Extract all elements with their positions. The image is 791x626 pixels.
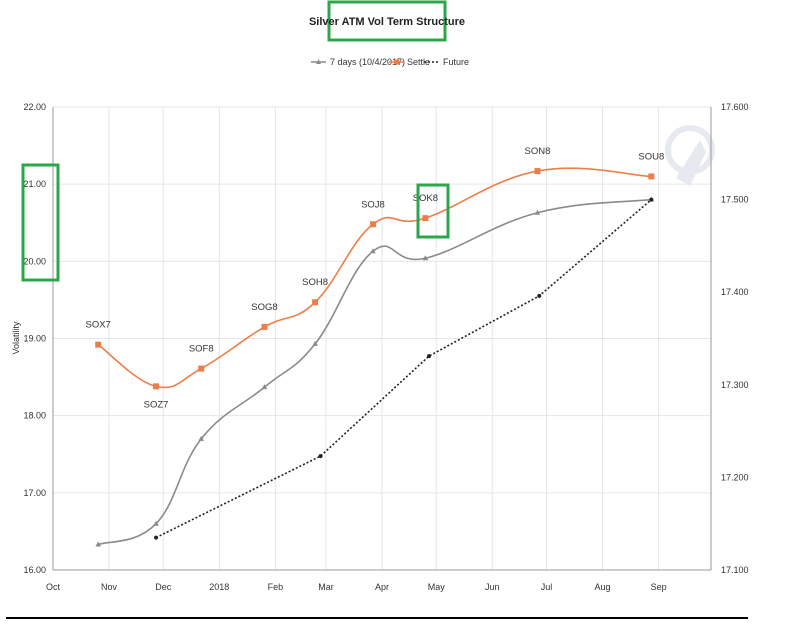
point-future [537, 293, 542, 298]
watermark-logo [665, 125, 715, 186]
point-future [427, 354, 431, 359]
data-label-sog8: SOG8 [251, 302, 277, 313]
point-7-days-10-4-2017 [534, 209, 541, 215]
y2-tick-label: 17.300 [721, 380, 749, 390]
point-7-days-10-4-2017 [153, 520, 159, 526]
series-line-settle [97, 167, 652, 389]
y-tick-label: 20.00 [23, 256, 46, 266]
x-tick-label: Mar [318, 582, 334, 592]
y-tick-label: 19.00 [23, 334, 46, 344]
x-tick-label: Sep [651, 582, 667, 592]
legend-item-settle[interactable]: Settle [389, 57, 430, 67]
x-tick-label: Dec [155, 582, 172, 592]
point-settle [261, 323, 268, 330]
x-tick-label: Jul [541, 582, 553, 592]
point-settle [198, 365, 205, 372]
data-label-soj8: SOJ8 [361, 199, 385, 210]
y2-tick-label: 17.100 [721, 565, 749, 575]
left-axis-highlight-box [21, 163, 60, 282]
series-layer: SOX7 SOZ7 SOF8 SOG8 SOH8 SOJ8 SOK8 SON8 SOU8 [86, 146, 664, 547]
series-line-future [155, 198, 652, 539]
x-tick-label: Feb [268, 582, 284, 592]
point-future [318, 454, 323, 459]
y-tick-label: 16.00 [23, 565, 46, 575]
x-tick-label: May [428, 582, 446, 592]
point-7-days-10-4-2017 [370, 248, 376, 254]
data-label-son8: SON8 [525, 146, 551, 157]
point-settle [153, 383, 160, 390]
legend-item-future[interactable]: Future [424, 57, 469, 67]
sok8-highlight-box [416, 183, 450, 239]
y-tick-label: 17.00 [23, 488, 46, 498]
legend-label-future: Future [443, 57, 469, 67]
x-tick-label: Jun [485, 582, 500, 592]
point-settle [95, 341, 102, 348]
data-label-soh8: SOH8 [302, 277, 328, 288]
data-label-sou8: SOU8 [638, 151, 664, 162]
data-label-sok8: SOK8 [413, 193, 438, 204]
legend: 7 days (10/4/2017) Settle Future [311, 57, 469, 67]
point-future [154, 535, 159, 540]
point-7-days-10-4-2017 [312, 340, 318, 346]
series-line-7-days-10-4-2017 [97, 198, 652, 546]
y2-tick-label: 17.500 [721, 195, 749, 205]
data-label-soz7: SOZ7 [144, 399, 169, 410]
point-settle [369, 221, 376, 228]
y2-tick-label: 17.400 [721, 287, 749, 297]
x-tick-label: Oct [46, 582, 61, 592]
y2-tick-label: 17.600 [721, 102, 749, 112]
chart-title: Silver ATM Vol Term Structure [309, 16, 465, 28]
y-tick-label: 18.00 [23, 411, 46, 421]
point-settle [422, 215, 429, 222]
legend-label-7days: 7 days (10/4/2017) [330, 57, 405, 67]
point-7-days-10-4-2017 [261, 384, 268, 390]
point-7-days-10-4-2017 [198, 435, 205, 441]
legend-item-7days[interactable]: 7 days (10/4/2017) [311, 57, 405, 67]
data-label-sof8: SOF8 [189, 344, 214, 355]
y-axis-label: Volatility [11, 321, 21, 355]
point-settle [312, 299, 319, 306]
point-settle [534, 168, 541, 175]
legend-label-settle: Settle [407, 57, 430, 67]
x-tick-label: Nov [101, 582, 118, 592]
x-tick-label: Apr [375, 582, 389, 592]
y-tick-label: 21.00 [23, 179, 46, 189]
title-highlight-box [327, 0, 447, 42]
x-tick-label: 2018 [209, 582, 229, 592]
point-future [649, 197, 654, 202]
y2-tick-label: 17.200 [721, 472, 749, 482]
y-tick-label: 22.00 [23, 102, 46, 112]
axes: Oct Nov Dec 2018 Feb Mar Apr May Jun Jul Aug Sep 16.… [23, 102, 748, 592]
point-7-days-10-4-2017 [422, 255, 429, 261]
data-label-sox7: SOX7 [86, 320, 111, 331]
grid [52, 106, 711, 571]
point-settle [648, 173, 655, 180]
point-7-days-10-4-2017 [95, 541, 101, 547]
x-tick-label: Aug [595, 582, 611, 592]
